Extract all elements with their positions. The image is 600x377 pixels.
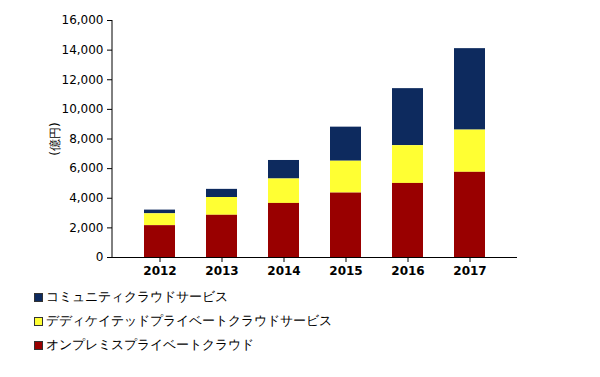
svg-text:2013: 2013: [205, 264, 238, 278]
svg-text:2014: 2014: [267, 264, 300, 278]
svg-text:0: 0: [96, 250, 104, 264]
html-text:オンプレミスプライベートクラウド: オンプレミスプライベートクラウド: [46, 337, 254, 352]
svg-text:2017: 2017: [453, 264, 486, 278]
svg-text:6,000: 6,000: [69, 161, 103, 175]
svg-text:2012: 2012: [143, 264, 176, 278]
html-text:コミュニティクラウドサービス: コミュニティクラウドサービス: [46, 289, 228, 304]
html-text:デディケイテッドプライベートクラウドサービス: デディケイテッドプライベートクラウドサービス: [46, 313, 332, 328]
svg-text:(億円): (億円): [48, 122, 62, 155]
svg-text:2015: 2015: [329, 264, 362, 278]
svg-text:4,000: 4,000: [69, 191, 103, 205]
svg-text:14,000: 14,000: [62, 43, 104, 57]
svg-text:2016: 2016: [391, 264, 424, 278]
svg-text:8,000: 8,000: [69, 132, 103, 146]
svg-text:12,000: 12,000: [62, 73, 104, 87]
svg-text:16,000: 16,000: [62, 13, 104, 27]
svg-text:2,000: 2,000: [69, 221, 103, 235]
svg-text:10,000: 10,000: [62, 102, 104, 116]
